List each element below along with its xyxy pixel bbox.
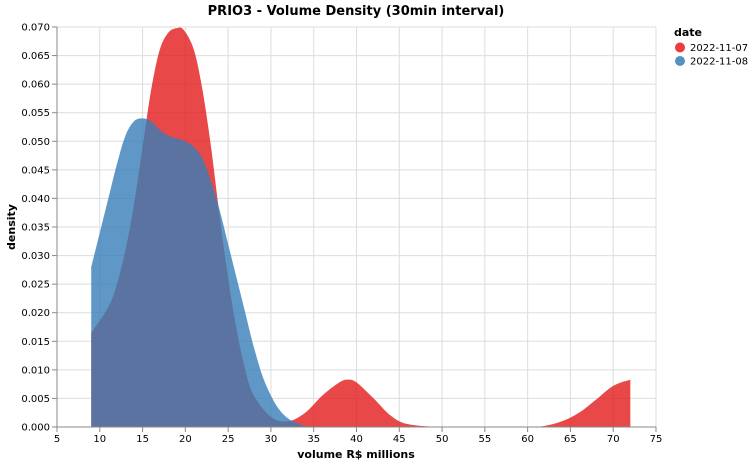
x-axis: 5 10 15 20 25 30 35 40 45 50 55 60 65 70 75 bbox=[54, 426, 663, 445]
y-axis: 0.000 0.005 0.010 0.015 0.020 0.025 0.030 0.035… bbox=[21, 23, 58, 434]
legend: date 2022-11-07 2022-11-08 bbox=[674, 26, 748, 68]
y-tick-label: 0.030 bbox=[21, 251, 50, 262]
x-tick-label: 25 bbox=[222, 434, 235, 445]
y-tick-label: 0.060 bbox=[21, 80, 50, 91]
y-tick-label: 0.045 bbox=[21, 165, 50, 176]
x-tick-label: 50 bbox=[436, 434, 449, 445]
y-axis-title: density bbox=[5, 204, 18, 250]
y-tick-label: 0.010 bbox=[21, 365, 50, 376]
y-tick-label: 0.050 bbox=[21, 137, 50, 148]
legend-title: date bbox=[674, 26, 702, 39]
x-tick-label: 70 bbox=[607, 434, 620, 445]
x-tick-label: 40 bbox=[350, 434, 363, 445]
chart-title: PRIO3 - Volume Density (30min interval) bbox=[208, 4, 505, 19]
density-area-2022-11-08 bbox=[91, 118, 323, 427]
x-tick-label: 20 bbox=[179, 434, 192, 445]
x-tick-label: 5 bbox=[54, 434, 60, 445]
x-tick-label: 75 bbox=[650, 434, 663, 445]
x-tick-label: 30 bbox=[265, 434, 278, 445]
y-tick-label: 0.070 bbox=[21, 23, 50, 34]
x-tick-label: 45 bbox=[393, 434, 406, 445]
legend-symbol bbox=[675, 42, 685, 53]
x-axis-title: volume R$ millions bbox=[297, 448, 415, 461]
y-tick-label: 0.025 bbox=[21, 280, 50, 291]
y-tick-label: 0.040 bbox=[21, 194, 50, 205]
x-tick-label: 65 bbox=[564, 434, 577, 445]
x-tick-label: 60 bbox=[521, 434, 534, 445]
y-tick-label: 0.035 bbox=[21, 223, 50, 234]
y-tick-label: 0.065 bbox=[21, 51, 50, 62]
x-tick-label: 55 bbox=[478, 434, 491, 445]
x-tick-label: 15 bbox=[136, 434, 149, 445]
y-tick-label: 0.055 bbox=[21, 108, 50, 119]
y-tick-label: 0.015 bbox=[21, 337, 50, 348]
legend-symbol bbox=[675, 56, 685, 66]
x-tick-label: 35 bbox=[307, 434, 320, 445]
y-tick-label: 0.005 bbox=[21, 394, 50, 405]
x-tick-label: 10 bbox=[93, 434, 106, 445]
legend-label: 2022-11-08 bbox=[690, 57, 748, 68]
grid-lines bbox=[56, 26, 657, 428]
y-tick-label: 0.020 bbox=[21, 308, 50, 319]
y-tick-label: 0.000 bbox=[21, 423, 50, 434]
density-areas bbox=[91, 27, 631, 428]
legend-label: 2022-11-07 bbox=[690, 43, 748, 54]
